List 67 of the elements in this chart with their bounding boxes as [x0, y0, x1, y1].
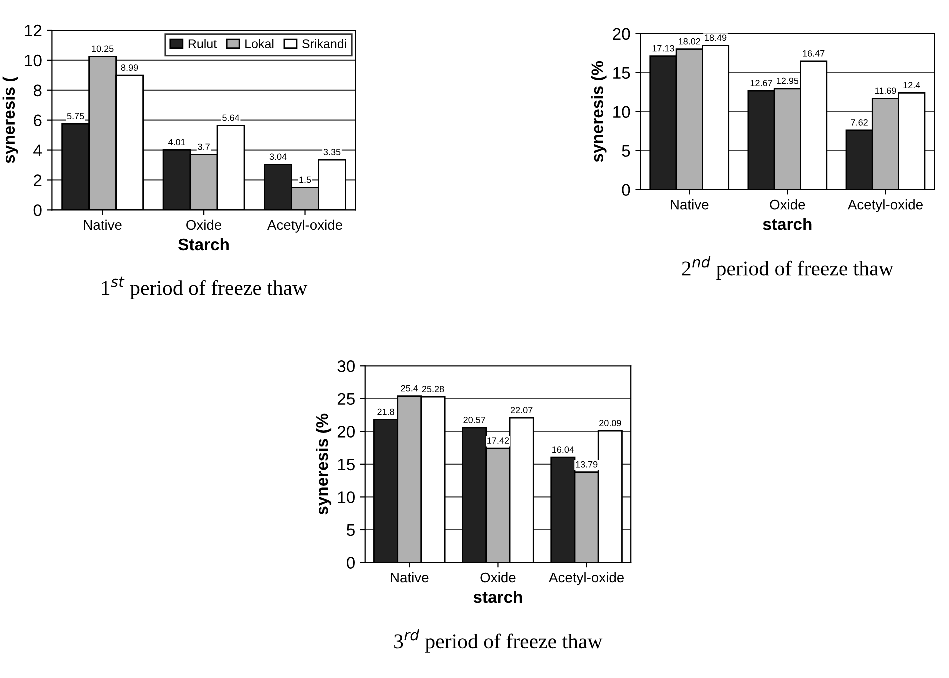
y-tick-label: 0 [347, 557, 355, 569]
y-axis-title: syneresis (% [591, 61, 607, 162]
x-tick-label: Oxide [770, 200, 806, 210]
data-label: 25.4 [401, 385, 418, 392]
data-label: 12.4 [904, 82, 920, 89]
data-label: 18.49 [705, 34, 727, 42]
x-tick-label: Acetyl-oxide [549, 572, 624, 586]
y-tick-label: 15 [614, 67, 630, 80]
legend-label: Lokal [246, 39, 274, 48]
y-tick-label: 20 [613, 28, 630, 40]
text: 2$^{nd}$ period of freeze thaw [682, 256, 894, 280]
y-tick-label: 5 [622, 145, 630, 158]
data-label: 3.7 [198, 144, 210, 150]
x-tick-label: Acetyl-oxide [267, 220, 342, 233]
data-label: 3.04 [270, 154, 287, 160]
x-tick-label: Oxide [186, 220, 222, 230]
data-label: 5.64 [222, 114, 240, 122]
y-tick-label: 4 [34, 144, 42, 156]
data-label: 3.35 [324, 149, 341, 156]
y-tick-label: 12 [25, 24, 42, 37]
x-axis-title: Starch [178, 238, 229, 251]
data-label: 16.47 [803, 50, 825, 57]
x-tick-label: Acetyl-oxide [848, 200, 923, 213]
data-label: 17.13 [652, 45, 674, 52]
data-label: 13.79 [576, 461, 598, 468]
y-tick-label: 8 [34, 84, 42, 97]
y-tick-label: 10 [614, 106, 630, 118]
data-label: 20.09 [600, 420, 622, 427]
y-axis-title: syneresis (% [316, 414, 332, 515]
data-label: 25.28 [422, 386, 444, 392]
text: 3$^{rd}$ period of freeze thaw [394, 629, 603, 653]
y-tick-label: 20 [338, 426, 355, 438]
data-label: 8.99 [121, 64, 138, 72]
y-tick-label: 15 [338, 459, 355, 471]
y-tick-label: 6 [34, 114, 42, 127]
data-label: 16.04 [552, 446, 574, 454]
legend-label: Rulut [188, 39, 217, 48]
data-label: 22.07 [511, 407, 533, 414]
y-tick-label: 2 [34, 174, 42, 186]
x-tick-label: Native [671, 200, 709, 210]
data-label: 11.69 [875, 88, 896, 94]
x-tick-label: Native [84, 220, 122, 230]
y-tick-label: 0 [622, 184, 630, 196]
data-label: 1.5 [300, 176, 312, 184]
data-label: 12.95 [777, 78, 799, 84]
x-tick-label: Native [391, 572, 429, 583]
data-label: 20.57 [464, 416, 486, 424]
y-tick-label: 30 [338, 360, 355, 372]
data-label: 21.8 [378, 408, 394, 416]
y-tick-label: 0 [34, 204, 42, 216]
data-label: 18.02 [679, 38, 700, 45]
data-label: 10.25 [92, 46, 114, 52]
y-tick-label: 10 [25, 54, 42, 67]
y-tick-label: 25 [338, 393, 355, 406]
data-label: 12.67 [750, 80, 772, 86]
data-label: 7.62 [851, 119, 868, 126]
x-axis-title: starch [474, 590, 522, 604]
y-axis-title: syneresis ( [2, 76, 18, 164]
legend-label: Srikandi [302, 39, 346, 48]
y-tick-label: 10 [338, 492, 355, 504]
x-tick-label: Oxide [480, 572, 516, 583]
text: 1$^{st}$ period of freeze thaw [102, 276, 308, 300]
data-label: 5.75 [67, 113, 84, 120]
x-axis-title: starch [763, 218, 812, 230]
data-label: 17.42 [488, 438, 510, 444]
y-tick-label: 5 [347, 524, 355, 536]
data-label: 4.01 [168, 139, 186, 146]
